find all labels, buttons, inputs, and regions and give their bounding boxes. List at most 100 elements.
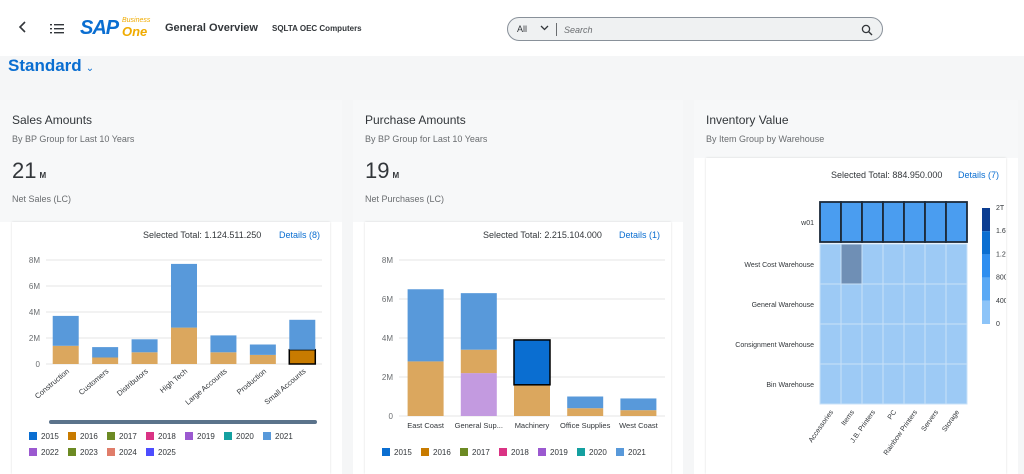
sales-amounts-card: Sales Amounts By BP Group for Last 10 Ye… xyxy=(0,100,342,474)
card-header[interactable]: Purchase Amounts By BP Group for Last 10… xyxy=(353,100,683,222)
card-header[interactable]: Sales Amounts By BP Group for Last 10 Ye… xyxy=(0,100,342,222)
inventory-value-card: Inventory Value By Item Group by Warehou… xyxy=(694,100,1018,474)
card-title: Inventory Value xyxy=(706,113,789,127)
legend-item[interactable]: 2024 xyxy=(107,448,137,457)
color-scale-label: 1.2T xyxy=(996,251,1006,258)
legend-swatch xyxy=(68,448,76,456)
legend-item[interactable]: 2016 xyxy=(421,448,451,457)
heatmap-cell xyxy=(924,283,947,325)
legend-item[interactable]: 2018 xyxy=(146,432,176,441)
legend-item[interactable]: 2017 xyxy=(107,432,137,441)
color-scale-label: 1.6T xyxy=(996,228,1006,235)
y-tick-label: 6M xyxy=(29,282,40,291)
heatmap-cell xyxy=(882,201,905,243)
bar-segment xyxy=(210,352,237,364)
legend-item[interactable]: 2025 xyxy=(146,448,176,457)
legend-item[interactable]: 2021 xyxy=(263,432,293,441)
heatmap-cell xyxy=(903,201,926,243)
company-name[interactable]: SQLTA OEC Computers xyxy=(272,24,362,33)
legend-swatch xyxy=(538,448,546,456)
legend-item[interactable]: 2019 xyxy=(185,432,215,441)
color-scale-band xyxy=(982,277,990,301)
heatmap-cell xyxy=(840,283,863,325)
details-link[interactable]: Details (8) xyxy=(279,230,321,240)
x-tick-label: Distributors xyxy=(115,366,150,397)
bar-segment xyxy=(131,339,158,353)
x-tick-label: Office Supplies xyxy=(560,421,611,430)
bar-segment xyxy=(289,319,316,350)
card-title: Purchase Amounts xyxy=(365,113,466,127)
purchase-bar-chart[interactable]: 0 2M 4M 6M 8M East Coast General Sup... Machine… xyxy=(365,248,671,444)
bar-segment xyxy=(407,361,444,416)
legend-label: 2023 xyxy=(80,448,98,457)
bar-segment xyxy=(249,354,276,364)
heatmap-cell xyxy=(945,201,968,243)
shell-bar: SAP Business One General Overview SQLTA … xyxy=(0,0,1024,56)
legend-item[interactable]: 2023 xyxy=(68,448,98,457)
x-tick-label: Large Accounts xyxy=(183,366,229,406)
legend-item[interactable]: 2020 xyxy=(577,448,607,457)
heatmap-cell xyxy=(924,323,947,365)
y-tick-label: 8M xyxy=(29,256,40,265)
bar-segment xyxy=(620,410,657,416)
menu-list-icon[interactable] xyxy=(50,22,64,34)
inventory-heatmap[interactable]: w01 West Cost Warehouse General Warehouse C… xyxy=(706,194,1006,472)
legend-label: 2019 xyxy=(197,432,215,441)
bar-segment xyxy=(460,373,497,416)
x-tick-label: Customers xyxy=(77,366,111,396)
bar-segment xyxy=(52,315,79,346)
legend-label: 2024 xyxy=(119,448,137,457)
search-scope-select[interactable]: All xyxy=(517,24,528,34)
legend-item[interactable]: 2018 xyxy=(499,448,529,457)
legend-label: 2025 xyxy=(158,448,176,457)
heatmap-cell xyxy=(861,283,884,325)
column-label: Storage xyxy=(941,409,961,433)
legend-swatch xyxy=(185,432,193,440)
heatmap-cell xyxy=(840,243,863,285)
variant-selector[interactable]: Standard ⌄ xyxy=(8,56,94,76)
kpi-value: 21 M xyxy=(12,158,47,183)
legend-label: 2020 xyxy=(236,432,254,441)
heatmap-cell xyxy=(819,201,842,243)
heatmap-cell xyxy=(840,201,863,243)
legend-label: 2017 xyxy=(472,448,490,457)
legend-label: 2021 xyxy=(275,432,293,441)
details-link[interactable]: Details (7) xyxy=(958,170,1000,180)
heatmap-cell xyxy=(840,363,863,405)
heatmap-cell xyxy=(861,201,884,243)
legend-item[interactable]: 2022 xyxy=(29,448,59,457)
legend-item[interactable]: 2020 xyxy=(224,432,254,441)
sales-bar-chart[interactable]: 0 2M 4M 6M 8M Construction Customers Distributo… xyxy=(12,248,330,428)
card-subtitle: By Item Group by Warehouse xyxy=(706,134,825,144)
card-subtitle: By BP Group for Last 10 Years xyxy=(12,134,135,144)
heatmap-cell xyxy=(819,323,842,365)
legend-item[interactable]: 2021 xyxy=(616,448,646,457)
search-input[interactable] xyxy=(564,22,844,38)
legend-item[interactable]: 2016 xyxy=(68,432,98,441)
details-link[interactable]: Details (1) xyxy=(619,230,661,240)
color-scale-band xyxy=(982,231,990,255)
legend-item[interactable]: 2019 xyxy=(538,448,568,457)
sap-business-one-logo[interactable]: SAP Business One xyxy=(80,17,151,39)
legend-item[interactable]: 2015 xyxy=(382,448,412,457)
chart-container: Selected Total: 2.215.104.000 Details (1… xyxy=(365,222,671,474)
heatmap-cell xyxy=(882,323,905,365)
card-header[interactable]: Inventory Value By Item Group by Warehou… xyxy=(694,100,1018,158)
x-tick-label: General Sup... xyxy=(455,421,503,430)
heatmap-cell xyxy=(924,201,947,243)
heatmap-cell xyxy=(882,243,905,285)
search-icon[interactable] xyxy=(861,23,873,36)
legend-item[interactable]: 2015 xyxy=(29,432,59,441)
chevron-down-icon[interactable] xyxy=(540,23,549,34)
back-arrow-icon[interactable] xyxy=(16,20,30,36)
color-scale-label: 400B xyxy=(996,298,1006,305)
heatmap-cell xyxy=(819,243,842,285)
y-tick-label: 4M xyxy=(382,334,393,343)
bar-segment xyxy=(92,357,119,364)
search-separator xyxy=(556,23,557,36)
legend-swatch xyxy=(29,432,37,440)
bar-segment xyxy=(460,293,497,350)
legend-item[interactable]: 2017 xyxy=(460,448,490,457)
chart-scrollbar[interactable] xyxy=(49,420,317,424)
x-tick-label: Small Accounts xyxy=(263,366,308,406)
